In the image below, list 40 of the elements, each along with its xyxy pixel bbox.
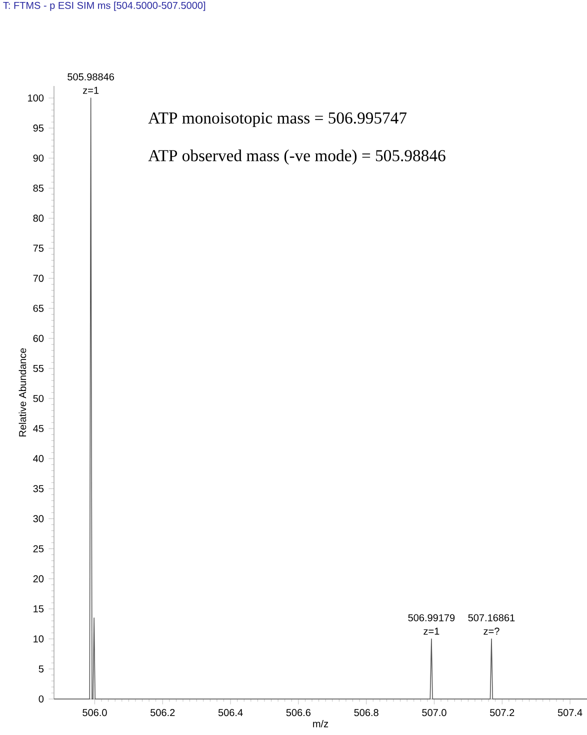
y-tick-label: 5	[38, 665, 44, 672]
y-tick-label: 15	[33, 605, 44, 612]
x-tick-label: 506.0	[82, 709, 107, 716]
annotation: 506.99179	[408, 614, 454, 622]
x-tick-label: 507.4	[558, 709, 582, 716]
annotation: z=1	[423, 628, 439, 635]
y-tick-label: 20	[33, 575, 44, 582]
y-tick-label: 55	[33, 364, 44, 372]
annotation: z=?	[483, 628, 500, 635]
y-tick-label: 85	[33, 184, 44, 192]
y-tick-label: 80	[33, 214, 44, 222]
y-tick-label: 75	[33, 244, 44, 252]
y-tick-label: 60	[33, 334, 44, 342]
x-tick-label: 507.2	[490, 709, 514, 716]
y-tick-label: 0	[38, 695, 44, 703]
y-tick-label: 45	[32, 425, 44, 432]
annotation: z=1	[82, 86, 98, 94]
annotation: ATP observed mass (-ve mode) = 505.98846	[148, 150, 446, 165]
chart-title: T: FTMS - p ESI SIM ms [504.5000-507.5000]	[2, 2, 205, 11]
y-axis-title: Relative Abundance	[18, 348, 26, 436]
annotation: 507.16861	[468, 614, 514, 622]
y-tick-label: 95	[33, 124, 44, 132]
y-tick-label: 50	[33, 394, 44, 402]
x-tick-label: 506.4	[218, 709, 243, 716]
y-tick-label: 25	[33, 545, 44, 552]
y-tick-label: 10	[33, 635, 44, 642]
x-tick-label: 506.8	[354, 709, 378, 716]
x-tick-label: 506.6	[286, 709, 310, 716]
x-tick-label: 506.2	[150, 709, 174, 716]
y-tick-label: 90	[33, 154, 44, 162]
annotation: 505.98846	[67, 73, 114, 80]
y-tick-label: 70	[33, 274, 44, 282]
annotation: ATP monoisotopic mass = 506.995747	[148, 112, 406, 128]
x-axis-title: m/z	[312, 720, 328, 728]
y-tick-label: 65	[33, 304, 44, 312]
x-tick-label: 507.0	[422, 709, 446, 716]
y-tick-label: 35	[33, 485, 44, 492]
y-tick-label: 40	[32, 455, 44, 462]
y-tick-label: 100	[28, 94, 44, 102]
y-tick-label: 30	[33, 515, 44, 522]
